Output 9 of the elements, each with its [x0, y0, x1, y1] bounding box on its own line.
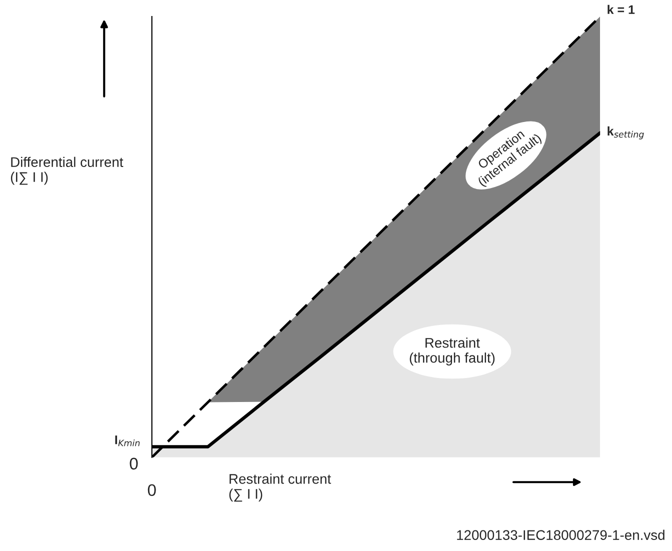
- series-label: k = 1: [608, 4, 635, 14]
- annotation: Restraint (through fault): [410, 338, 495, 366]
- text: 12000133-IEC18000279-1-en.vsd: [457, 530, 664, 540]
- series-label: k$_{setting}$: [608, 126, 644, 140]
- text: 0: [130, 458, 138, 470]
- text: 0: [148, 484, 156, 496]
- x-axis-title: Restraint current (∑ I I): [229, 474, 332, 502]
- y-axis-title: Differential current (I∑ I I): [10, 156, 124, 185]
- annotation: I$_{Kmin}$: [115, 436, 140, 446]
